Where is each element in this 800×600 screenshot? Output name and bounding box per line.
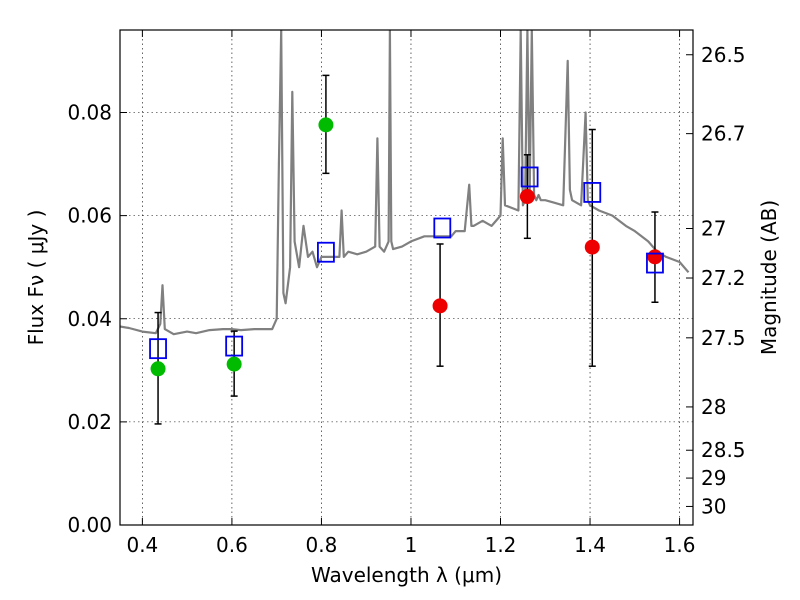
- y-tick-label: 0.06: [67, 204, 112, 228]
- right-tick-label: 30: [701, 494, 726, 518]
- right-tick-label: 27.2: [701, 266, 746, 290]
- marker-layer: [149, 117, 664, 377]
- x-tick-label: 0.4: [126, 533, 158, 557]
- x-axis-label: Wavelength λ (μm): [311, 563, 502, 587]
- model-point-square: [433, 217, 452, 239]
- data-point-circle: [226, 356, 242, 372]
- model-point-square: [149, 338, 167, 360]
- y-tick-label: 0.04: [67, 307, 112, 331]
- x-axis-ticks: 0.4 0.6 0.8 1 1.2 1.4 1.6: [126, 30, 695, 557]
- right-axis-ticks: 26.5 26.7 27 27.2 27.5 28 28.5 29 30: [686, 43, 746, 518]
- data-point-circle: [150, 361, 166, 377]
- x-tick-label: 1.2: [485, 533, 517, 557]
- plot-frame: [119, 29, 694, 526]
- spectrum-layer: [120, 30, 690, 336]
- model-point-square: [583, 182, 602, 203]
- x-tick-label: 1.6: [664, 533, 696, 557]
- x-tick-label: 0.6: [216, 533, 248, 557]
- right-tick-label: 26.5: [701, 43, 746, 67]
- x-tick-label: 0.8: [306, 533, 338, 557]
- right-tick-label: 27: [701, 217, 726, 241]
- data-point-circle: [432, 298, 448, 314]
- y-axis-ticks: 0.00 0.02 0.04 0.06 0.08: [67, 101, 127, 537]
- data-point-circle: [647, 249, 663, 265]
- model-point-square: [646, 252, 664, 274]
- x-tick-label: 1.4: [574, 533, 606, 557]
- data-point-circle: [519, 189, 535, 205]
- y-tick-label: 0.08: [67, 101, 112, 125]
- model-spectrum-line: [120, 30, 690, 336]
- right-axis-label: Magnitude (AB): [757, 200, 781, 355]
- model-point-square: [225, 335, 244, 357]
- y-axis-label: Flux Fν ( μJy ): [24, 210, 48, 346]
- data-point-circle: [318, 117, 334, 133]
- y-tick-label: 0.00: [67, 513, 112, 537]
- x-tick-label: 1: [405, 533, 418, 557]
- right-tick-label: 26.7: [701, 122, 746, 146]
- y-tick-label: 0.02: [67, 410, 112, 434]
- right-tick-label: 28: [701, 395, 726, 419]
- model-point-square: [520, 166, 539, 188]
- model-point-square: [317, 241, 335, 263]
- right-tick-label: 27.5: [701, 326, 746, 350]
- data-point-circle: [584, 239, 600, 255]
- right-tick-label: 29: [701, 466, 726, 490]
- grid: [120, 30, 693, 526]
- right-tick-label: 28.5: [701, 438, 746, 462]
